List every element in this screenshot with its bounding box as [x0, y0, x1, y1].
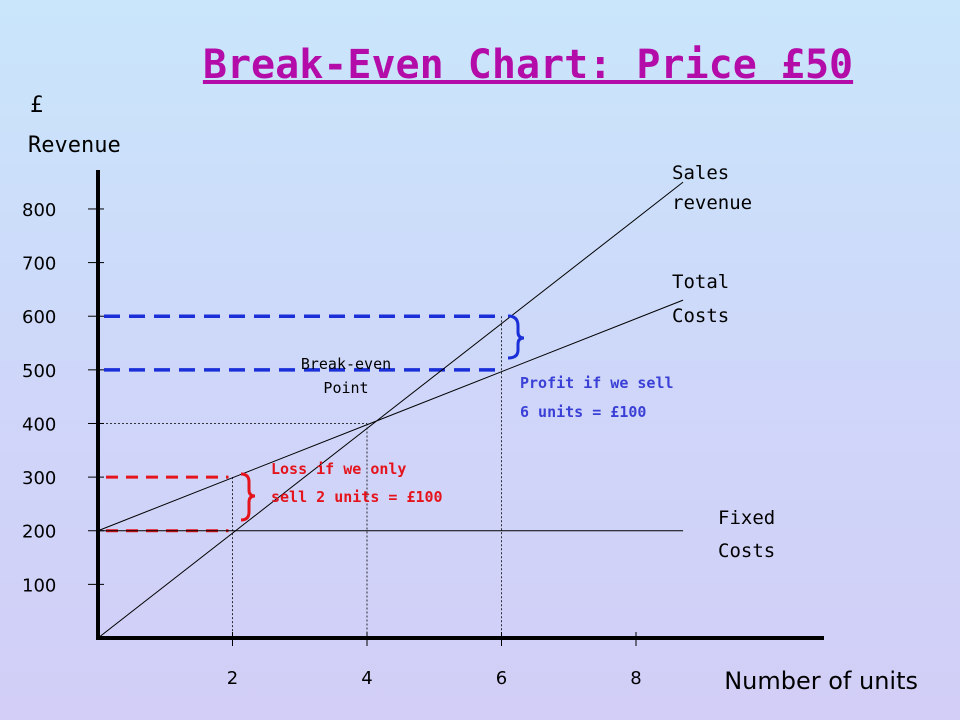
y-tick-label-800: 800 [22, 200, 56, 221]
sales-revenue-label-1: Sales [672, 162, 729, 184]
break-even-label-2: Point [323, 379, 368, 397]
y-tick-label-400: 400 [22, 414, 56, 435]
x-tick-label-6: 6 [496, 668, 507, 689]
total-costs-label-1: Total [672, 271, 729, 293]
loss-brace [240, 472, 256, 522]
break-even-label-1: Break-even [301, 355, 391, 373]
x-tick-label-4: 4 [361, 668, 372, 689]
y-tick-label-700: 700 [22, 254, 56, 275]
total-costs-line [97, 299, 684, 532]
y-tick-label-300: 300 [22, 468, 56, 489]
fixed-costs-label-2: Costs [718, 540, 775, 562]
chart-title: Break-Even Chart: Price £50 [203, 42, 853, 88]
profit-label-1: Profit if we sell [520, 374, 674, 392]
x-axis-label: Number of units [724, 667, 918, 695]
profit-brace [507, 314, 525, 360]
y-tick-label-100: 100 [22, 575, 56, 596]
x-tick-label-2: 2 [227, 668, 238, 689]
y-axis-label: Revenue [28, 133, 121, 158]
sales-revenue-line [97, 181, 684, 639]
sales-revenue-label-2: revenue [672, 192, 752, 214]
fixed-costs-label-1: Fixed [718, 507, 775, 529]
loss-label-1: Loss if we only [271, 460, 406, 478]
x-tick-label-8: 8 [630, 668, 641, 689]
y-axis-label-currency: £ [30, 93, 43, 118]
y-tick-label-200: 200 [22, 522, 56, 543]
y-tick-label-500: 500 [22, 361, 56, 382]
axis-ticks: 100 200 300 400 500 600 700 800 2 4 6 8 [22, 200, 642, 689]
series-lines [97, 181, 684, 639]
loss-label-2: sell 2 units = £100 [271, 488, 443, 506]
profit-label-2: 6 units = £100 [520, 403, 646, 421]
y-tick-label-600: 600 [22, 307, 56, 328]
total-costs-label-2: Costs [672, 305, 729, 327]
